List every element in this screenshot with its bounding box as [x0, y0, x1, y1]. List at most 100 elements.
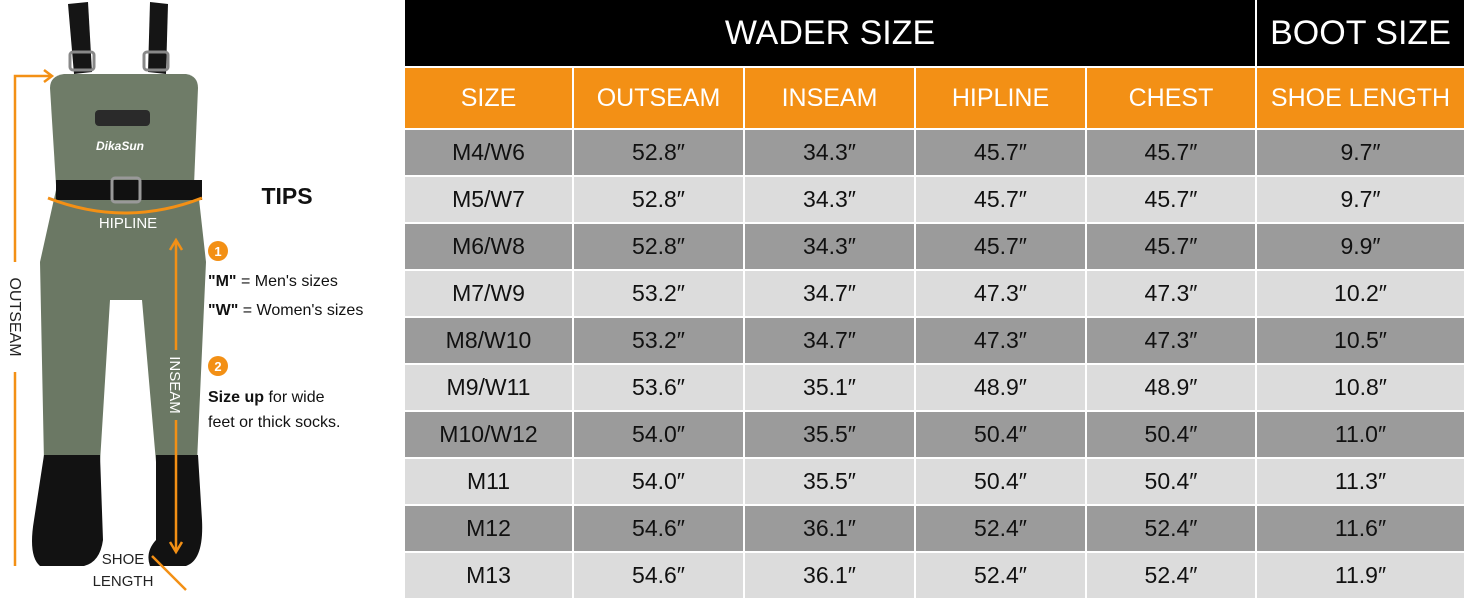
belt-buckle	[110, 176, 142, 204]
tip-badge	[208, 356, 228, 376]
label-bg	[4, 262, 26, 372]
table-cell: 11.6″	[1257, 506, 1464, 551]
logo: DikaSun	[96, 139, 144, 153]
table-cell: 47.3″	[1087, 318, 1255, 363]
tip-key: "W"	[208, 302, 238, 319]
table-cell: 45.7″	[916, 224, 1085, 269]
table-cell: 34.3″	[745, 224, 914, 269]
table-cell: 35.5″	[745, 459, 914, 504]
table-cell: 10.8″	[1257, 365, 1464, 410]
table-cell: 34.3″	[745, 130, 914, 175]
table-cell: 47.3″	[916, 318, 1085, 363]
table-cell: M12	[405, 506, 572, 551]
table-cell: 34.7″	[745, 271, 914, 316]
table-cell: 48.9″	[1087, 365, 1255, 410]
table-cell: 11.3″	[1257, 459, 1464, 504]
table-cell: 47.3″	[916, 271, 1085, 316]
table-cell: 54.0″	[574, 459, 743, 504]
hipline-arrow	[47, 196, 203, 215]
table-cell: M13	[405, 553, 572, 598]
shoe-label: LENGTH	[93, 573, 154, 590]
tip-number: 1	[214, 244, 221, 259]
table-cell: 45.7″	[916, 130, 1085, 175]
group-header: BOOT SIZE	[1257, 0, 1464, 66]
tip-line: "M" = Men's sizes	[208, 273, 338, 290]
table-cell: 53.2″	[574, 318, 743, 363]
column-header: INSEAM	[745, 68, 914, 128]
pocket-zip	[95, 110, 150, 126]
table-cell: 53.2″	[574, 271, 743, 316]
tip-text: for wide	[268, 389, 324, 406]
table-cell: 50.4″	[1087, 412, 1255, 457]
table-cell: 11.9″	[1257, 553, 1464, 598]
table-cell: M9/W11	[405, 365, 572, 410]
hipline-label: HIPLINE	[99, 215, 157, 232]
column-header: OUTSEAM	[574, 68, 743, 128]
arrow-head	[43, 69, 55, 83]
table-cell: 34.3″	[745, 177, 914, 222]
strap	[148, 2, 168, 74]
table-cell: 47.3″	[1087, 271, 1255, 316]
table-cell: 9.7″	[1257, 130, 1464, 175]
tip-text: feet or thick socks.	[208, 414, 341, 431]
table-cell: 52.4″	[1087, 506, 1255, 551]
label-bg	[166, 350, 186, 420]
table-cell: 52.4″	[916, 506, 1085, 551]
group-header: WADER SIZE	[405, 0, 1255, 66]
buckle	[142, 50, 170, 72]
table-cell: 52.8″	[574, 130, 743, 175]
arrow-head	[168, 237, 184, 555]
table-cell: 52.4″	[916, 553, 1085, 598]
table-cell: 54.6″	[574, 506, 743, 551]
table-cell: 52.8″	[574, 224, 743, 269]
table-cell: 34.7″	[745, 318, 914, 363]
table-cell: 36.1″	[745, 506, 914, 551]
table-cell: 45.7″	[1087, 177, 1255, 222]
table-cell: 9.7″	[1257, 177, 1464, 222]
table-cell: 45.7″	[1087, 224, 1255, 269]
table-cell: M7/W9	[405, 271, 572, 316]
table-cell: M11	[405, 459, 572, 504]
table-cell: M8/W10	[405, 318, 572, 363]
table-cell: M10/W12	[405, 412, 572, 457]
table-cell: 50.4″	[916, 459, 1085, 504]
column-header: SIZE	[405, 68, 572, 128]
strap	[68, 2, 92, 74]
table-cell: 45.7″	[916, 177, 1085, 222]
table-cell: 54.0″	[574, 412, 743, 457]
wader-bib	[50, 74, 198, 185]
buckle	[68, 50, 96, 72]
table-cell: M4/W6	[405, 130, 572, 175]
table-cell: 54.6″	[574, 553, 743, 598]
tip-text: = Women's sizes	[243, 302, 364, 319]
tip-line: "W" = Women's sizes	[208, 302, 363, 319]
column-header: HIPLINE	[916, 68, 1085, 128]
table-cell: 45.7″	[1087, 130, 1255, 175]
illustration: DikaSun OUTSEAM HIPLINE INSEAM SHOE LENG…	[4, 2, 363, 591]
outseam-label: OUTSEAM	[6, 277, 23, 356]
column-header: CHEST	[1087, 68, 1255, 128]
table-cell: M5/W7	[405, 177, 572, 222]
table-cell: 10.2″	[1257, 271, 1464, 316]
table-cell: M6/W8	[405, 224, 572, 269]
outseam-arrow	[13, 74, 50, 566]
table-cell: 9.9″	[1257, 224, 1464, 269]
tip-number: 2	[214, 359, 221, 374]
table-cell: 35.1″	[745, 365, 914, 410]
table-cell: 53.6″	[574, 365, 743, 410]
size-table: WADER SIZE BOOT SIZE SIZE OUTSEAM INSEAM HIPL…	[405, 0, 1464, 600]
table-cell: 52.4″	[1087, 553, 1255, 598]
shoe-arrow	[151, 555, 187, 591]
tip-key: Size up	[208, 389, 264, 406]
tip-key: "M"	[208, 273, 237, 290]
table-cell: 50.4″	[916, 412, 1085, 457]
table-cell: 11.0″	[1257, 412, 1464, 457]
tip-badge	[208, 241, 228, 261]
table-cell: 35.5″	[745, 412, 914, 457]
table-cell: 36.1″	[745, 553, 914, 598]
table-cell: 10.5″	[1257, 318, 1464, 363]
table-cell: 48.9″	[916, 365, 1085, 410]
belt	[56, 180, 202, 200]
tips-title: TIPS	[261, 183, 312, 209]
